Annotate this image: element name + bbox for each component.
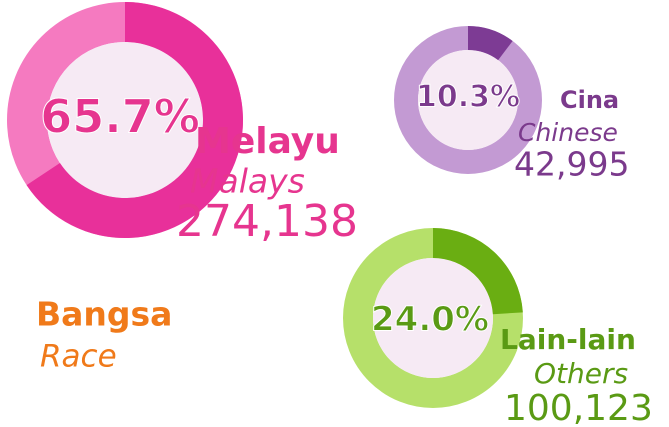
donut-arc bbox=[433, 228, 523, 315]
donut-arc bbox=[468, 26, 513, 61]
category-translation: Chinese bbox=[518, 118, 618, 147]
category-translation: Malays bbox=[190, 162, 305, 201]
count-label: 42,995 bbox=[514, 145, 629, 184]
ring-center bbox=[373, 258, 493, 378]
ring-center bbox=[418, 50, 518, 150]
percent-label: 24.0% bbox=[371, 300, 489, 340]
percent-label: 65.7% bbox=[40, 90, 200, 144]
category-name: Cina bbox=[560, 86, 619, 114]
subtitle: Race bbox=[40, 339, 117, 375]
category-name: Lain-lain bbox=[500, 323, 636, 356]
count-label: 100,123 bbox=[504, 388, 653, 427]
count-label: 274,138 bbox=[176, 196, 358, 247]
title: Bangsa bbox=[36, 295, 172, 334]
category-name: Melayu bbox=[195, 121, 340, 162]
ring-center bbox=[47, 42, 203, 198]
donut-arc bbox=[26, 2, 243, 238]
category-translation: Others bbox=[534, 357, 628, 390]
percent-label: 10.3% bbox=[416, 80, 520, 115]
